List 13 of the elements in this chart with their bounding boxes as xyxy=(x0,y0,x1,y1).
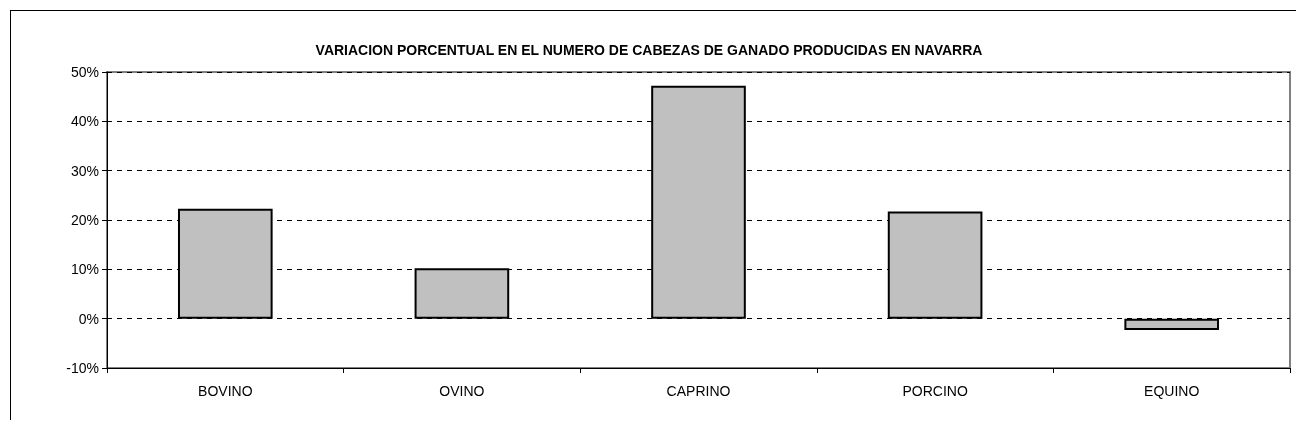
y-tick-label: 20% xyxy=(70,212,99,228)
x-tick-label: EQUINO xyxy=(1144,383,1200,399)
chart-title: VARIACION PORCENTUAL EN EL NUMERO DE CABEZAS DE GANADO PRODUCIDAS EN NAVARRA xyxy=(315,42,983,58)
y-tick-label: 30% xyxy=(70,162,99,179)
x-tick-label: PORCINO xyxy=(902,383,968,399)
x-tick-label: BOVINO xyxy=(198,383,253,399)
y-tick-label: 10% xyxy=(70,261,99,278)
y-tick-label: 40% xyxy=(70,113,99,130)
y-tick-label: 50% xyxy=(70,64,99,80)
x-tick-label: CAPRINO xyxy=(666,383,731,399)
x-tick-label: OVINO xyxy=(439,383,485,399)
y-tick-label: -10% xyxy=(66,360,99,376)
y-tick-label: 0% xyxy=(78,310,99,327)
